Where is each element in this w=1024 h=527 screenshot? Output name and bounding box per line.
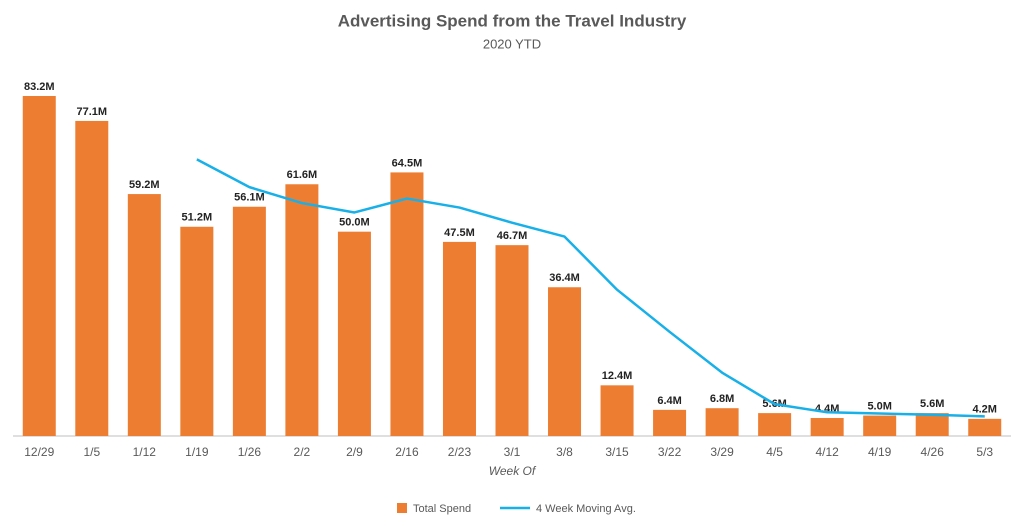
data-label: 4.2M: [973, 404, 997, 416]
bar: [915, 413, 949, 436]
bar: [653, 409, 687, 436]
x-tick-label: 2/2: [294, 445, 311, 459]
bar: [968, 418, 1002, 436]
data-label: 5.6M: [920, 398, 944, 410]
x-tick-label: 2/9: [346, 445, 363, 459]
bar: [22, 96, 56, 436]
x-tick-label: 3/22: [658, 445, 682, 459]
x-tick-label: 3/8: [556, 445, 573, 459]
data-label: 77.1M: [77, 106, 108, 118]
bar: [863, 415, 897, 436]
bar: [127, 194, 161, 436]
x-tick-label: 1/12: [133, 445, 157, 459]
x-axis-title: Week Of: [489, 464, 537, 478]
data-label: 5.0M: [867, 400, 891, 412]
x-tick-label: 2/16: [395, 445, 419, 459]
x-tick-label: 1/19: [185, 445, 209, 459]
bar: [180, 226, 214, 436]
bar: [232, 206, 266, 436]
chart-title: Advertising Spend from the Travel Indust…: [338, 11, 687, 30]
bar: [705, 408, 739, 436]
data-label: 61.6M: [287, 169, 318, 181]
legend-label: 4 Week Moving Avg.: [536, 503, 636, 515]
x-tick-label: 4/5: [766, 445, 783, 459]
x-tick-label: 4/26: [921, 445, 945, 459]
legend-swatch: [397, 503, 407, 513]
x-tick-label: 5/3: [976, 445, 993, 459]
bar: [600, 385, 634, 436]
x-tick-label: 1/5: [83, 445, 100, 459]
x-tick-label: 3/29: [710, 445, 734, 459]
data-label: 83.2M: [24, 81, 55, 93]
data-label: 59.2M: [129, 179, 160, 191]
x-tick-label: 2/23: [448, 445, 472, 459]
data-label: 64.5M: [392, 157, 423, 169]
bar: [337, 231, 371, 436]
data-label: 56.1M: [234, 192, 265, 204]
x-tick-label: 3/15: [605, 445, 629, 459]
x-tick-label: 4/19: [868, 445, 892, 459]
data-label: 6.8M: [710, 393, 734, 405]
bar: [810, 418, 844, 436]
data-label: 47.5M: [444, 227, 475, 239]
line: [196, 158, 985, 418]
data-label: 51.2M: [182, 212, 213, 224]
bar: [390, 172, 424, 436]
x-tick-label: 1/26: [238, 445, 262, 459]
data-label: 46.7M: [497, 230, 528, 242]
data-label: 6.4M: [657, 395, 681, 407]
bar: [75, 120, 109, 436]
bar: [548, 287, 582, 436]
data-label: 36.4M: [549, 272, 580, 284]
data-label: 12.4M: [602, 370, 633, 382]
x-tick-label: 4/12: [815, 445, 839, 459]
data-label: 50.0M: [339, 217, 370, 229]
bar: [758, 413, 792, 436]
x-tick-label: 3/1: [504, 445, 521, 459]
bar: [495, 245, 529, 436]
bar: [285, 184, 319, 436]
bar: [442, 241, 476, 436]
x-tick-label: 12/29: [24, 445, 54, 459]
chart-subtitle: 2020 YTD: [483, 36, 541, 51]
legend-label: Total Spend: [413, 503, 471, 515]
